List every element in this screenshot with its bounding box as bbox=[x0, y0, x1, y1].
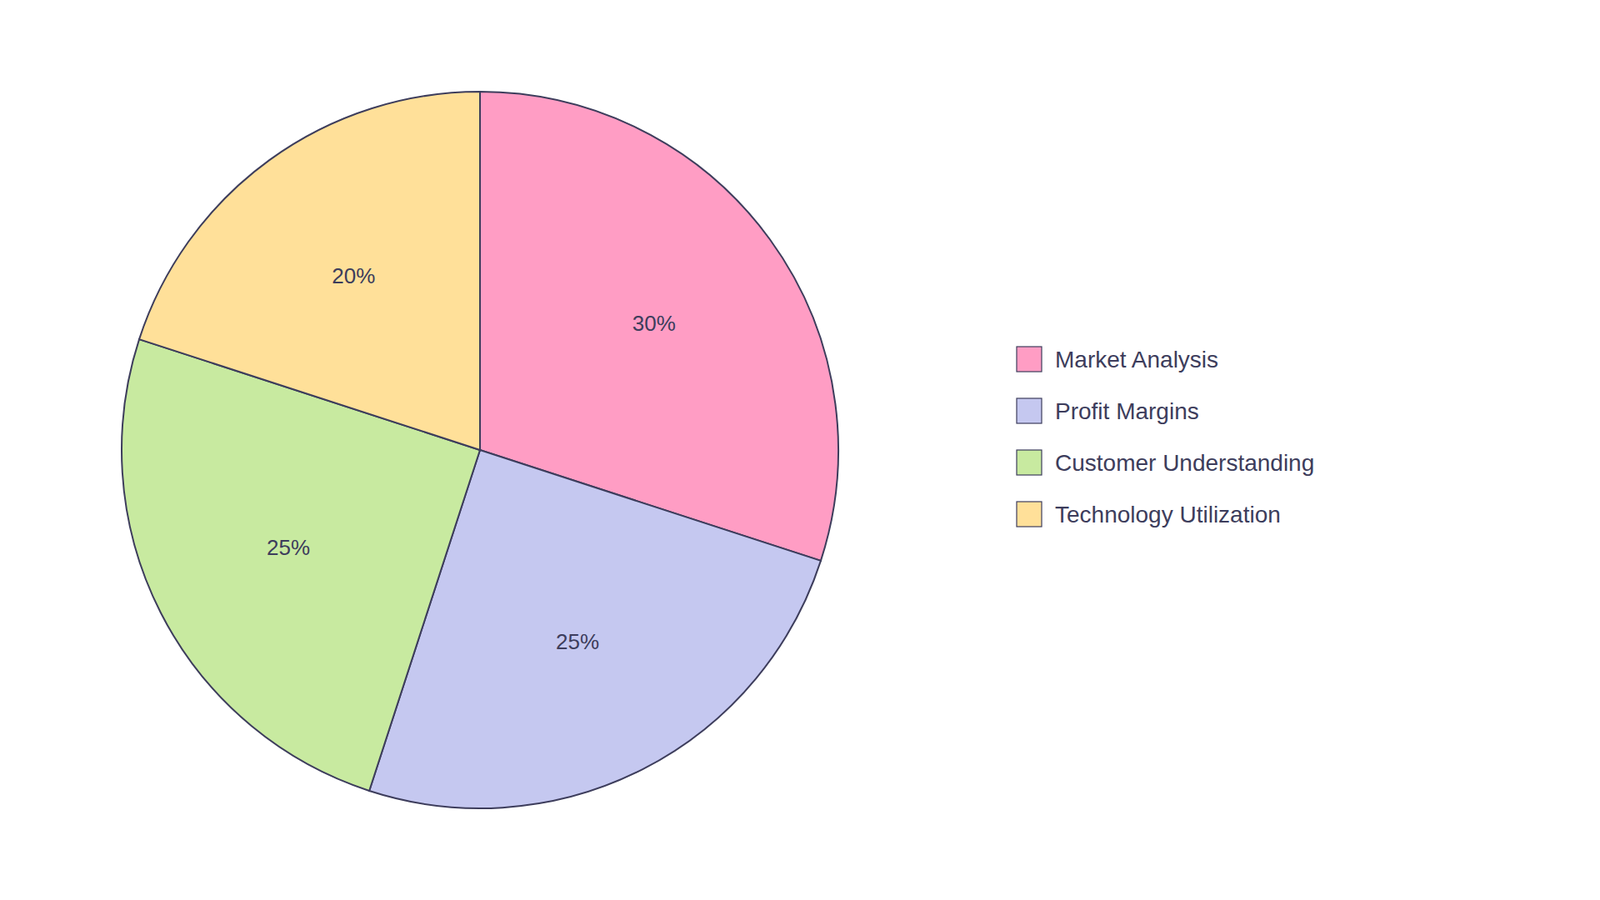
data-labels: 30% 25% 25% 20% bbox=[266, 263, 676, 655]
data-label: 30% bbox=[632, 310, 676, 336]
legend-item: Customer Understanding bbox=[1016, 450, 1315, 476]
legend-swatch bbox=[1016, 501, 1042, 527]
legend-item: Technology Utilization bbox=[1016, 501, 1281, 528]
legend-swatch bbox=[1016, 346, 1042, 372]
data-label: 25% bbox=[555, 629, 600, 655]
legend-label: Market Analysis bbox=[1055, 346, 1219, 373]
data-label: 25% bbox=[266, 535, 310, 560]
legend-label: Technology Utilization bbox=[1055, 501, 1281, 528]
legend-item: Market Analysis bbox=[1016, 346, 1219, 373]
pie-slice bbox=[139, 91, 480, 450]
chart: 30% 25% 25% 20% Market Analysis Profit Margin… bbox=[0, 0, 1600, 900]
legend-swatch bbox=[1016, 398, 1042, 424]
legend: Market Analysis Profit Margins Customer Un… bbox=[1016, 346, 1315, 528]
legend-item: Profit Margins bbox=[1016, 398, 1200, 425]
legend-label: Customer Understanding bbox=[1055, 450, 1315, 476]
data-label: 20% bbox=[331, 263, 375, 289]
legend-swatch bbox=[1016, 450, 1042, 475]
legend-label: Profit Margins bbox=[1055, 398, 1200, 425]
pie bbox=[121, 91, 839, 809]
